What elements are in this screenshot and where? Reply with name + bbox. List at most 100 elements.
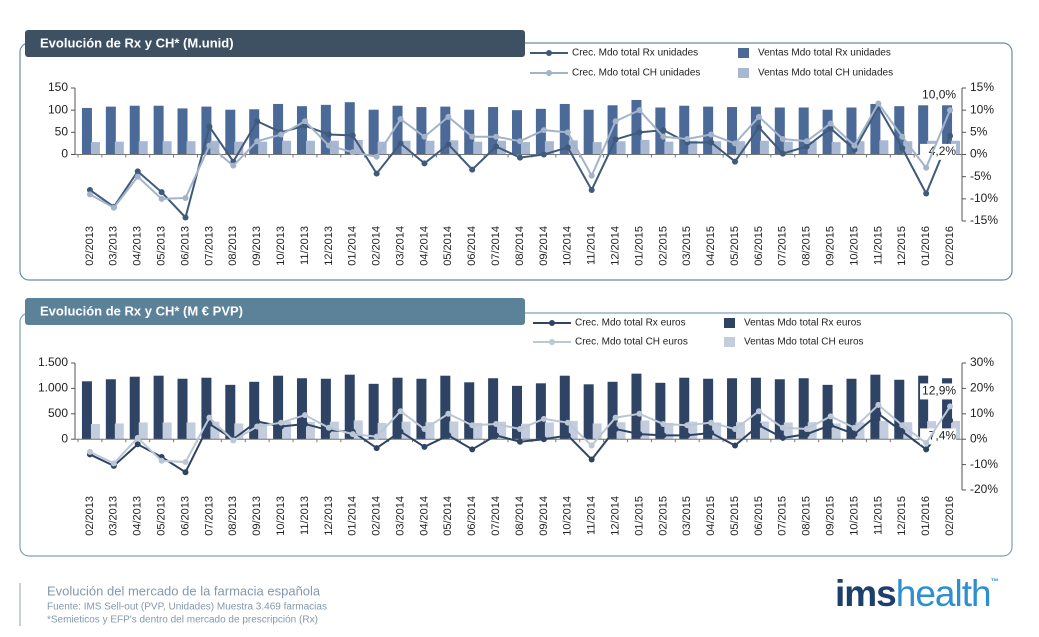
y-tick-label: 0 <box>61 431 68 445</box>
x-tick-label: 01/2015 <box>633 226 645 266</box>
bar <box>473 141 483 155</box>
line-marker <box>803 143 810 150</box>
x-tick-label: 11/2015 <box>872 496 884 535</box>
line-marker <box>373 433 380 440</box>
line-marker <box>86 448 93 455</box>
value-label: 7,4% <box>929 429 957 443</box>
line-marker <box>588 456 595 463</box>
bar <box>655 382 666 440</box>
line-marker <box>206 414 213 421</box>
bar <box>855 422 865 440</box>
x-tick-label: 03/2015 <box>681 226 693 266</box>
line-marker <box>708 419 715 426</box>
bar <box>305 140 315 155</box>
bar <box>807 422 817 440</box>
x-tick-label: 02/2016 <box>944 496 956 536</box>
line-marker <box>732 140 739 147</box>
line-marker <box>588 442 595 449</box>
line-marker <box>803 426 810 433</box>
line-marker <box>301 118 308 125</box>
bar <box>918 105 929 155</box>
line-marker <box>779 150 786 157</box>
line-marker <box>923 440 930 447</box>
bar <box>105 106 116 155</box>
bar <box>449 421 459 440</box>
line-marker <box>660 420 667 427</box>
chart-title: Evolución de Rx y CH* (M € PVP) <box>40 303 243 318</box>
bar <box>177 378 188 440</box>
x-tick-label: 12/2015 <box>896 226 908 266</box>
x-tick-label: 04/2013 <box>132 226 144 266</box>
x-tick-label: 12/2014 <box>609 226 621 266</box>
x-tick-label: 09/2014 <box>538 496 550 536</box>
line-marker <box>755 422 762 429</box>
y2-tick-label: -5% <box>970 169 992 183</box>
y2-tick-label: 30% <box>970 355 994 369</box>
bar <box>942 105 953 155</box>
line-marker <box>493 420 500 427</box>
line-marker <box>875 410 882 417</box>
bar <box>138 422 148 440</box>
line-marker <box>469 446 476 453</box>
bar <box>535 383 546 440</box>
line-marker <box>301 412 308 419</box>
bar <box>210 421 220 440</box>
line-marker <box>421 426 428 433</box>
bar <box>129 105 140 155</box>
line-marker <box>851 431 858 438</box>
bar <box>296 378 307 440</box>
x-tick-label: 06/2013 <box>179 226 191 266</box>
legend-swatch <box>549 320 555 326</box>
line-marker <box>755 113 762 120</box>
line-marker <box>923 190 930 197</box>
x-tick-label: 11/2015 <box>872 226 884 265</box>
bar <box>559 375 570 440</box>
bar <box>392 377 403 440</box>
line-marker <box>899 145 906 152</box>
line-marker <box>947 107 954 114</box>
line-marker <box>421 133 428 140</box>
x-tick-label: 02/2014 <box>371 226 383 266</box>
line-marker <box>517 426 523 433</box>
bar <box>90 142 100 155</box>
x-tick-label: 02/2015 <box>657 496 669 536</box>
bar <box>440 375 451 440</box>
bar <box>688 140 698 155</box>
y-tick-label: 1.000 <box>38 381 68 395</box>
line-marker <box>325 131 332 138</box>
bar <box>703 106 714 155</box>
line-marker <box>349 149 356 156</box>
x-tick-label: 08/2014 <box>514 226 526 266</box>
y-tick-label: 1.500 <box>38 355 68 369</box>
bar <box>879 140 889 155</box>
line-marker <box>612 136 619 143</box>
line-marker <box>779 424 786 431</box>
bar <box>727 378 738 440</box>
bar <box>249 381 260 440</box>
footer-source: Fuente: IMS Sell-out (PVP, Unidades) Mue… <box>47 602 327 613</box>
line-marker <box>182 214 189 221</box>
x-tick-label: 01/2016 <box>920 496 932 536</box>
line-marker <box>899 428 906 435</box>
x-tick-label: 07/2015 <box>777 496 789 536</box>
bar <box>273 103 284 155</box>
x-tick-label: 12/2013 <box>323 496 335 536</box>
value-label-bg <box>920 87 957 104</box>
y2-tick-label: 10% <box>970 102 994 116</box>
x-tick-label: 09/2015 <box>825 496 837 536</box>
bar <box>903 141 913 155</box>
bar <box>631 99 642 155</box>
y2-tick-label: -10% <box>970 457 998 471</box>
line-marker <box>660 432 667 439</box>
bar <box>416 378 427 440</box>
line-marker <box>899 422 906 429</box>
line-marker <box>899 133 906 140</box>
x-tick-label: 01/2016 <box>920 226 932 266</box>
line-marker <box>206 142 213 149</box>
bar <box>320 104 331 155</box>
line-marker <box>827 413 834 420</box>
x-tick-label: 08/2013 <box>227 496 239 536</box>
legend-label: Crec. Mdo total Rx euros <box>575 318 686 329</box>
bar <box>129 376 140 440</box>
x-tick-label: 05/2015 <box>729 226 741 266</box>
